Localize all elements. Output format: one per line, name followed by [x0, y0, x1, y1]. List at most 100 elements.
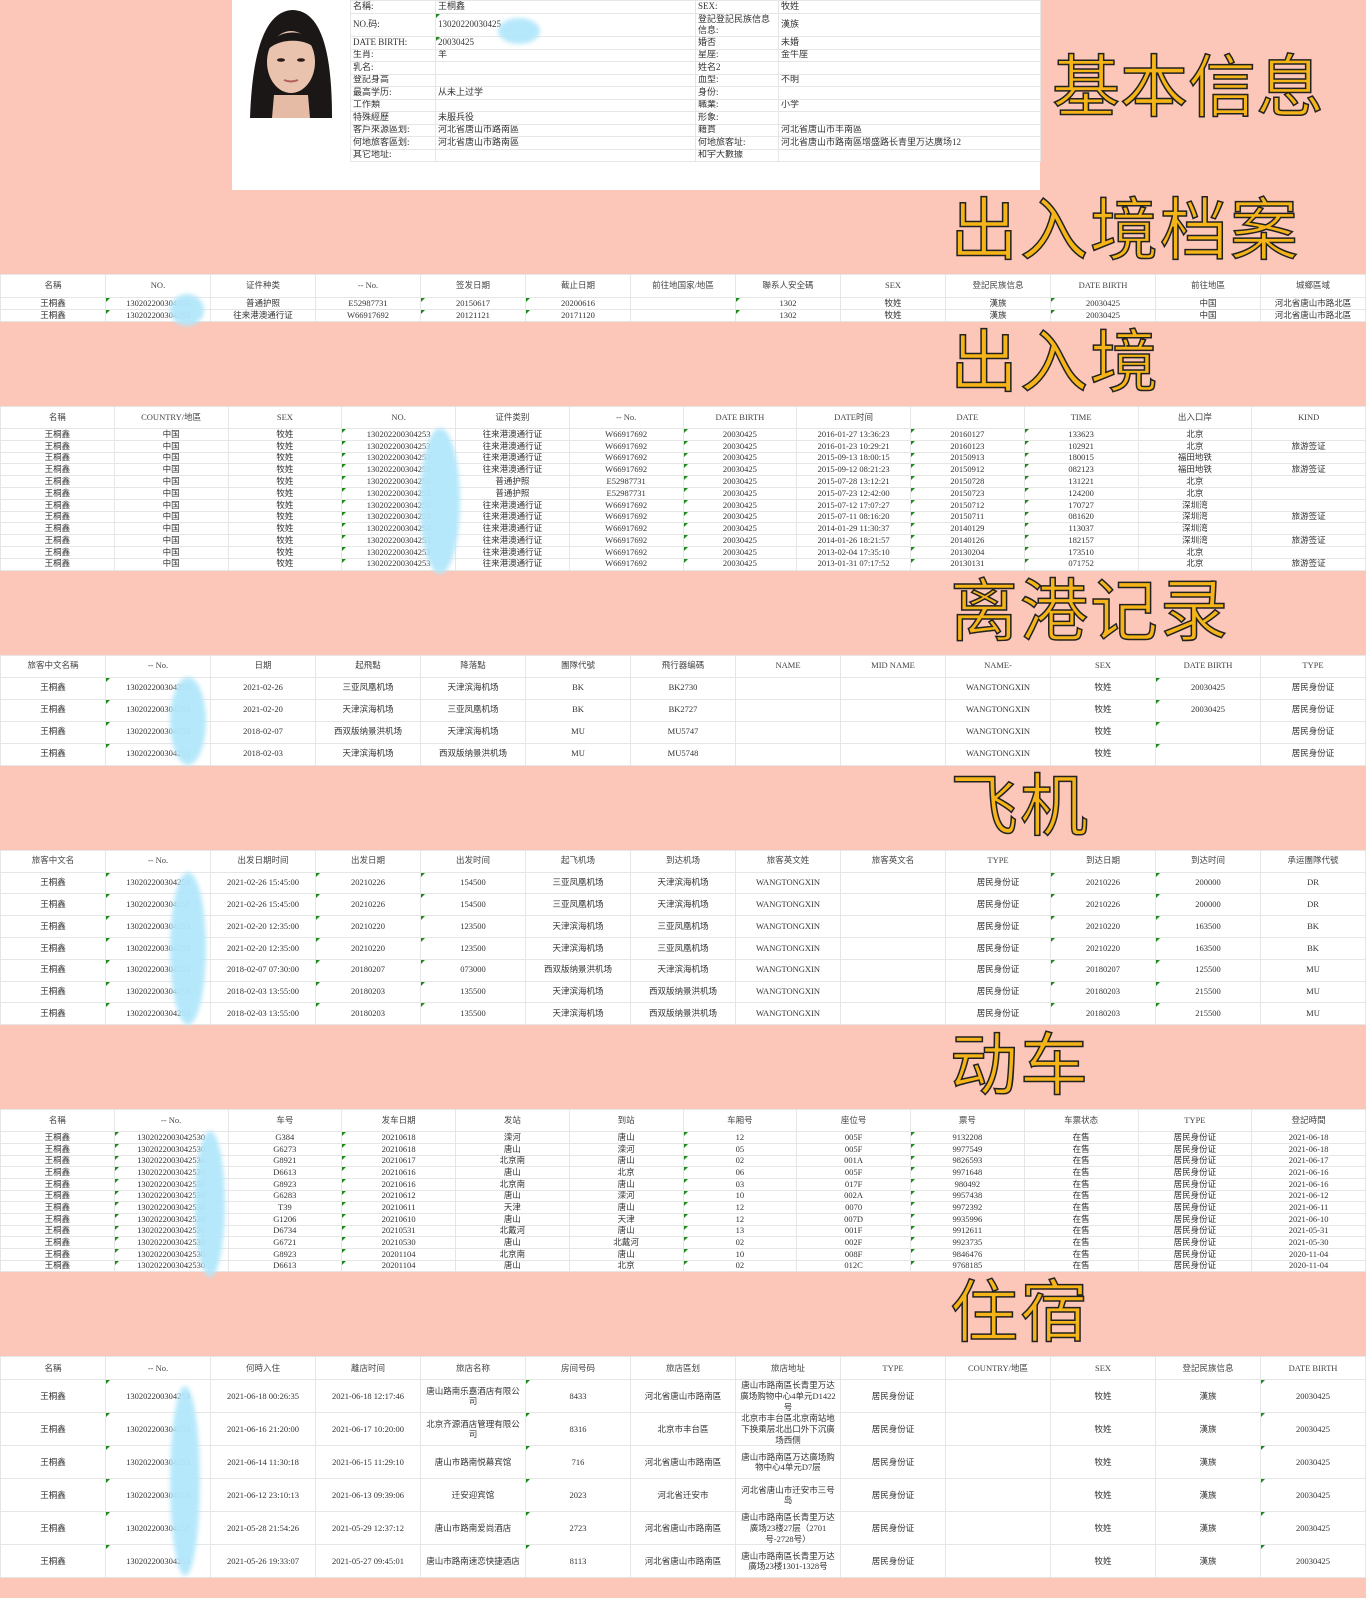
table-cell[interactable]: 往来港澳通行证 — [455, 557, 570, 571]
table-cell[interactable]: 12 — [682, 1201, 798, 1214]
table-cell[interactable]: 王桐鑫 — [0, 522, 115, 536]
column-header[interactable]: DATE BIRTH — [1050, 274, 1156, 298]
table-cell[interactable]: 071752 — [1023, 557, 1139, 571]
table-cell[interactable] — [1251, 451, 1366, 465]
table-cell[interactable]: 三亚凤凰机场 — [630, 915, 736, 938]
table-cell[interactable]: W66917692 — [568, 545, 684, 559]
table-cell[interactable]: 唐山 — [455, 1212, 570, 1226]
table-cell[interactable]: 215500 — [1155, 1002, 1261, 1026]
column-header[interactable]: 发车日期 — [341, 1109, 456, 1133]
field-value[interactable]: 河北省唐山市路南區增盛路长青里万达廣场12 — [778, 136, 1041, 150]
table-cell[interactable]: 130202200304253 — [341, 428, 456, 441]
table-cell[interactable]: 20210220 — [315, 936, 421, 960]
table-cell[interactable]: 居民身份证 — [1260, 698, 1366, 722]
table-cell[interactable]: 20030425 — [1260, 1478, 1366, 1513]
table-cell[interactable] — [945, 1511, 1051, 1546]
table-cell[interactable]: 2021-06-16 21:20:00 — [210, 1412, 316, 1447]
table-cell[interactable]: 河北省唐山市路北區 — [1260, 297, 1366, 310]
table-cell[interactable]: 旅游签证 — [1251, 534, 1366, 547]
table-cell[interactable]: 20130204 — [910, 545, 1025, 559]
table-cell[interactable]: 唐山 — [455, 1166, 570, 1179]
table-cell[interactable]: 北京 — [1137, 439, 1253, 453]
table-cell[interactable]: 154500 — [420, 893, 526, 917]
table-cell[interactable]: 王桐鑫 — [0, 1511, 106, 1546]
table-cell[interactable]: 20030425 — [1260, 1544, 1366, 1579]
table-cell[interactable]: 唐山 — [568, 1177, 684, 1191]
column-header[interactable]: 车号 — [227, 1109, 343, 1133]
table-cell[interactable]: 20210226 — [1050, 871, 1156, 895]
table-cell[interactable]: 天津滨海机场 — [420, 676, 526, 700]
table-cell[interactable]: 9846476 — [910, 1248, 1025, 1261]
field-value[interactable] — [778, 86, 1041, 100]
table-cell[interactable]: 9972392 — [910, 1201, 1025, 1214]
table-cell[interactable]: 2021-06-16 — [1251, 1177, 1366, 1191]
table-cell[interactable]: 1302 — [735, 297, 841, 310]
table-cell[interactable]: 往来港澳通行证 — [455, 510, 570, 524]
table-cell[interactable]: 王桐鑫 — [0, 486, 115, 500]
table-cell[interactable]: 居民身份证 — [840, 1478, 946, 1513]
column-header[interactable]: 到达时间 — [1155, 849, 1261, 873]
table-cell[interactable]: 200000 — [1155, 893, 1261, 917]
table-cell[interactable]: 北京市丰台區北京南站地下换乘层北出口外下沉廣场西侧 — [735, 1412, 841, 1447]
table-cell[interactable]: WANGTONGXIN — [735, 980, 841, 1004]
table-cell[interactable]: 漢族 — [1155, 1478, 1261, 1513]
table-cell[interactable]: 9132208 — [910, 1131, 1025, 1144]
table-row[interactable]: 王桐鑫 中国 牧姓 130202200304253 普通护照 E52987731 20030… — [0, 475, 1366, 488]
table-cell[interactable]: 漢族 — [945, 309, 1051, 322]
table-cell[interactable]: 2015-07-11 08:16:20 — [796, 510, 911, 524]
table-cell[interactable]: 北京 — [1137, 475, 1253, 488]
table-row[interactable]: 王桐鑫 中国 牧姓 130202200304253 往来港澳通行证 W66917692 20… — [0, 439, 1366, 453]
table-cell[interactable]: E52987731 — [568, 486, 684, 500]
table-cell[interactable]: 居民身份证 — [945, 958, 1051, 982]
column-header[interactable]: 车票状态 — [1023, 1109, 1139, 1133]
table-cell[interactable]: 王桐鑫 — [0, 451, 115, 465]
table-cell[interactable]: 居民身份证 — [1137, 1142, 1253, 1156]
table-cell[interactable]: 居民身份证 — [1137, 1236, 1253, 1250]
table-cell[interactable]: 深圳湾 — [1137, 510, 1253, 524]
table-cell[interactable]: 北京南 — [455, 1154, 570, 1168]
table-cell[interactable]: MU — [1260, 1002, 1366, 1026]
table-cell[interactable]: 河北省唐山市路北區 — [1260, 309, 1366, 322]
field-value[interactable]: 河北省唐山市丰南區 — [778, 123, 1041, 137]
table-cell[interactable]: 20200616 — [525, 297, 631, 310]
table-cell[interactable]: 02 — [682, 1259, 798, 1273]
table-cell[interactable]: 20210617 — [341, 1154, 456, 1168]
table-cell[interactable]: 天津滨海机场 — [525, 936, 631, 960]
table-cell[interactable] — [840, 936, 946, 960]
table-cell[interactable]: 中国 — [113, 534, 229, 547]
table-cell[interactable]: 170727 — [1023, 498, 1139, 512]
table-row[interactable]: 王桐鑫 中国 牧姓 130202200304253 普通护照 E52987731 20030… — [0, 486, 1366, 500]
table-cell[interactable]: 2021-05-31 — [1251, 1224, 1366, 1238]
table-cell[interactable]: 王桐鑫 — [0, 498, 115, 512]
table-cell[interactable]: 20210618 — [341, 1142, 456, 1156]
table-row[interactable]: 王桐鑫 中国 牧姓 130202200304253 往来港澳通行证 W66917692 20… — [0, 522, 1366, 536]
table-cell[interactable] — [840, 676, 946, 700]
table-cell[interactable]: WANGTONGXIN — [735, 936, 841, 960]
field-value[interactable]: 漢族 — [778, 12, 1041, 37]
field-value[interactable] — [435, 61, 696, 75]
table-cell[interactable]: MU5747 — [630, 720, 736, 744]
table-cell[interactable]: 居民身份证 — [1260, 676, 1366, 700]
table-cell[interactable]: 9923735 — [910, 1236, 1025, 1250]
table-cell[interactable]: 8113 — [525, 1544, 631, 1579]
table-cell[interactable]: 漢族 — [1155, 1544, 1261, 1579]
table-cell[interactable]: 北京齐源酒店管理有限公司 — [420, 1412, 526, 1447]
table-cell[interactable]: 2021-02-20 — [210, 698, 316, 722]
table-cell[interactable]: 9971648 — [910, 1166, 1025, 1179]
table-cell[interactable]: 12 — [682, 1131, 798, 1144]
table-cell[interactable]: 2016-01-27 13:36:23 — [796, 428, 911, 441]
field-value[interactable] — [435, 73, 696, 87]
field-value[interactable]: 王桐鑫 — [435, 0, 696, 14]
table-cell[interactable]: 王桐鑫 — [0, 1259, 115, 1273]
column-header[interactable]: SEX — [1050, 654, 1156, 678]
table-cell[interactable] — [735, 720, 841, 744]
table-cell[interactable]: 福田地铁 — [1137, 451, 1253, 465]
table-cell[interactable]: MU — [1260, 980, 1366, 1004]
table-cell[interactable] — [630, 297, 736, 310]
table-cell[interactable]: 2018-02-07 07:30:00 — [210, 958, 316, 982]
table-cell[interactable]: 漢族 — [1155, 1412, 1261, 1447]
table-row[interactable]: 王桐鑫 1302022003042530 G6273 20210618 唐山 滦河 05 00… — [0, 1142, 1366, 1156]
table-cell[interactable]: 王桐鑫 — [0, 297, 106, 310]
table-cell[interactable]: 135500 — [420, 1002, 526, 1026]
table-cell[interactable]: 2021-05-26 19:33:07 — [210, 1544, 316, 1579]
